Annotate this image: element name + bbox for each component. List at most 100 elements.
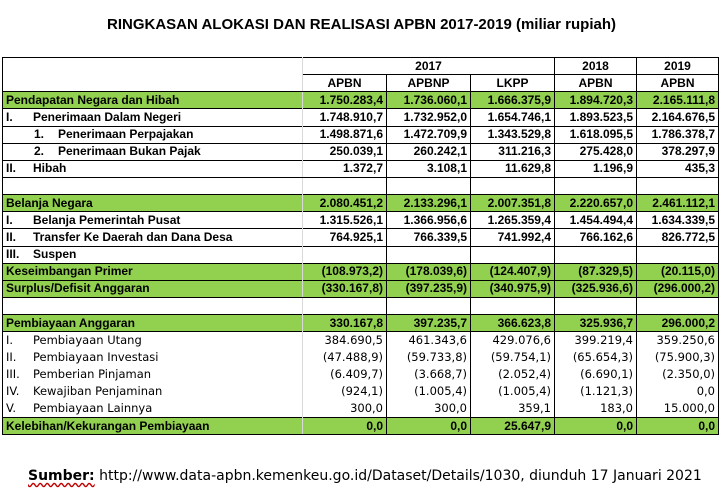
row-label-cell: 1. Penerimaan Perpajakan	[2, 125, 303, 144]
col-lkpp-2017: LKPP	[470, 74, 555, 93]
value-cell	[470, 245, 555, 264]
header-corner	[2, 56, 303, 75]
value-cell: 1.498.871,6	[302, 125, 387, 144]
value-cell: (1.005,4)	[386, 383, 471, 401]
row-number: IV.	[6, 384, 20, 399]
row-number: II.	[6, 229, 17, 244]
row-label-cell: II. Pembiayaan Investasi	[2, 348, 303, 367]
value-cell: 1.343.529,8	[470, 125, 555, 144]
value-cell	[636, 245, 719, 264]
value-cell: 183,0	[554, 400, 637, 418]
row-number: III.	[6, 367, 20, 382]
value-cell	[636, 297, 719, 315]
table-row: Belanja Negara 2.080.451,2 2.133.296,1 2.00…	[2, 194, 719, 212]
value-cell: 1.315.526,1	[302, 211, 387, 229]
row-label: Pemberian Pinjaman	[33, 367, 152, 382]
value-cell: 1.893.523,5	[554, 108, 637, 127]
value-cell: 260.242,1	[386, 142, 471, 161]
value-cell: 1.472.709,9	[386, 125, 471, 144]
row-label: Surplus/Defisit Anggaran	[6, 281, 150, 296]
value-cell: 2.164.676,5	[636, 108, 719, 127]
value-cell: (75.900,3)	[636, 348, 719, 367]
row-label: Transfer Ke Daerah dan Dana Desa	[33, 229, 233, 244]
value-cell: 359,1	[470, 400, 555, 418]
value-cell: 2.165.111,8	[636, 91, 719, 109]
row-label: Kewajiban Penjaminan	[33, 384, 163, 399]
value-cell: 764.925,1	[302, 228, 387, 247]
row-label-cell	[2, 297, 303, 315]
year-2018-header: 2018	[554, 56, 637, 76]
header-row-years: 2017 2018 2019	[2, 56, 719, 76]
value-cell: 826.772,5	[636, 228, 719, 247]
value-cell	[554, 297, 637, 315]
row-label-cell: I. Belanja Pemerintah Pusat	[2, 211, 303, 229]
value-cell: 300,0	[302, 400, 387, 418]
col-apbn-2019: APBN	[636, 74, 719, 93]
value-cell: (65.654,3)	[554, 348, 637, 367]
value-cell: (20.115,0)	[636, 262, 719, 281]
value-cell: 25.647,9	[470, 416, 555, 436]
header-corner-2	[2, 74, 303, 93]
value-cell: 3.108,1	[386, 159, 471, 178]
row-label-cell: IV. Kewajiban Penjaminan	[2, 383, 303, 401]
table-row: II. Transfer Ke Daerah dan Dana Desa 764.9…	[2, 228, 719, 247]
header-row-cols: APBN APBNP LKPP APBN APBN	[2, 74, 719, 93]
value-cell: (2.052,4)	[470, 366, 555, 384]
value-cell: (340.975,9)	[470, 279, 555, 298]
value-cell	[636, 177, 719, 195]
row-number: 2.	[34, 144, 45, 159]
col-apbnp-2017: APBNP	[386, 74, 471, 93]
value-cell: 2.080.451,2	[302, 194, 387, 212]
table-title: RINGKASAN ALOKASI DAN REALISASI APBN 201…	[107, 16, 616, 33]
value-cell: 1.748.910,7	[302, 108, 387, 127]
table-row: I. Belanja Pemerintah Pusat 1.315.526,1 1.3…	[2, 211, 719, 229]
value-cell: 378.297,9	[636, 142, 719, 161]
value-cell: 11.629,8	[470, 159, 555, 178]
value-cell: 359.250,6	[636, 331, 719, 349]
row-label: Pendapatan Negara dan Hibah	[6, 92, 180, 107]
row-label: Keseimbangan Primer	[6, 264, 133, 279]
value-cell: 311.216,3	[470, 142, 555, 161]
row-label-cell: I. Penerimaan Dalam Negeri	[2, 108, 303, 127]
year-2017-header: 2017	[302, 56, 555, 76]
value-cell: 15.000,0	[636, 400, 719, 418]
value-cell	[386, 297, 471, 315]
row-label: Suspen	[33, 247, 77, 262]
row-label-cell: II. Hibah	[2, 159, 303, 178]
value-cell	[386, 245, 471, 264]
table-row: II. Hibah 1.372,7 3.108,1 11.629,8 1.196,9 435…	[2, 159, 719, 178]
value-cell: (59.754,1)	[470, 348, 555, 367]
row-number: V.	[6, 401, 17, 416]
value-cell: (1.121,3)	[554, 383, 637, 401]
value-cell: 1.454.494,4	[554, 211, 637, 229]
value-cell: 429.076,6	[470, 331, 555, 349]
table-row: Pendapatan Negara dan Hibah 1.750.283,4 1.…	[2, 91, 719, 109]
row-label-cell	[2, 177, 303, 195]
value-cell: 1.736.060,1	[386, 91, 471, 109]
table-row: I. Pembiayaan Utang 384.690,5 461.343,6 429.…	[2, 331, 719, 349]
value-cell: 1.786.378,7	[636, 125, 719, 144]
value-cell: 1.366.956,6	[386, 211, 471, 229]
row-number: II.	[6, 349, 17, 364]
value-cell: 0,0	[554, 416, 637, 436]
value-cell: 1.894.720,3	[554, 91, 637, 109]
row-number: I.	[6, 333, 14, 348]
source-note: Sumber: http://www.data-apbn.kemenkeu.go…	[28, 468, 702, 484]
row-label: Belanja Pemerintah Pusat	[33, 212, 181, 227]
table-row: Kelebihan/Kekurangan Pembiayaan 0,0 0,0 25.…	[2, 416, 719, 436]
value-cell	[302, 297, 387, 315]
value-cell: (3.668,7)	[386, 366, 471, 384]
row-label-cell: Belanja Negara	[2, 194, 303, 212]
value-cell	[470, 297, 555, 315]
value-cell: 741.992,4	[470, 228, 555, 247]
row-number: II.	[6, 161, 17, 176]
row-label-cell: Surplus/Defisit Anggaran	[2, 279, 303, 298]
value-cell: 0,0	[302, 416, 387, 436]
row-label-cell: I. Pembiayaan Utang	[2, 331, 303, 349]
table-row: Keseimbangan Primer (108.973,2) (178.039,6…	[2, 262, 719, 281]
value-cell: 1.265.359,4	[470, 211, 555, 229]
value-cell: 1.634.339,5	[636, 211, 719, 229]
table-row: IV. Kewajiban Penjaminan (924,1) (1.005,4)(…	[2, 383, 719, 401]
value-cell: 275.428,0	[554, 142, 637, 161]
value-cell: 325.936,7	[554, 314, 637, 332]
